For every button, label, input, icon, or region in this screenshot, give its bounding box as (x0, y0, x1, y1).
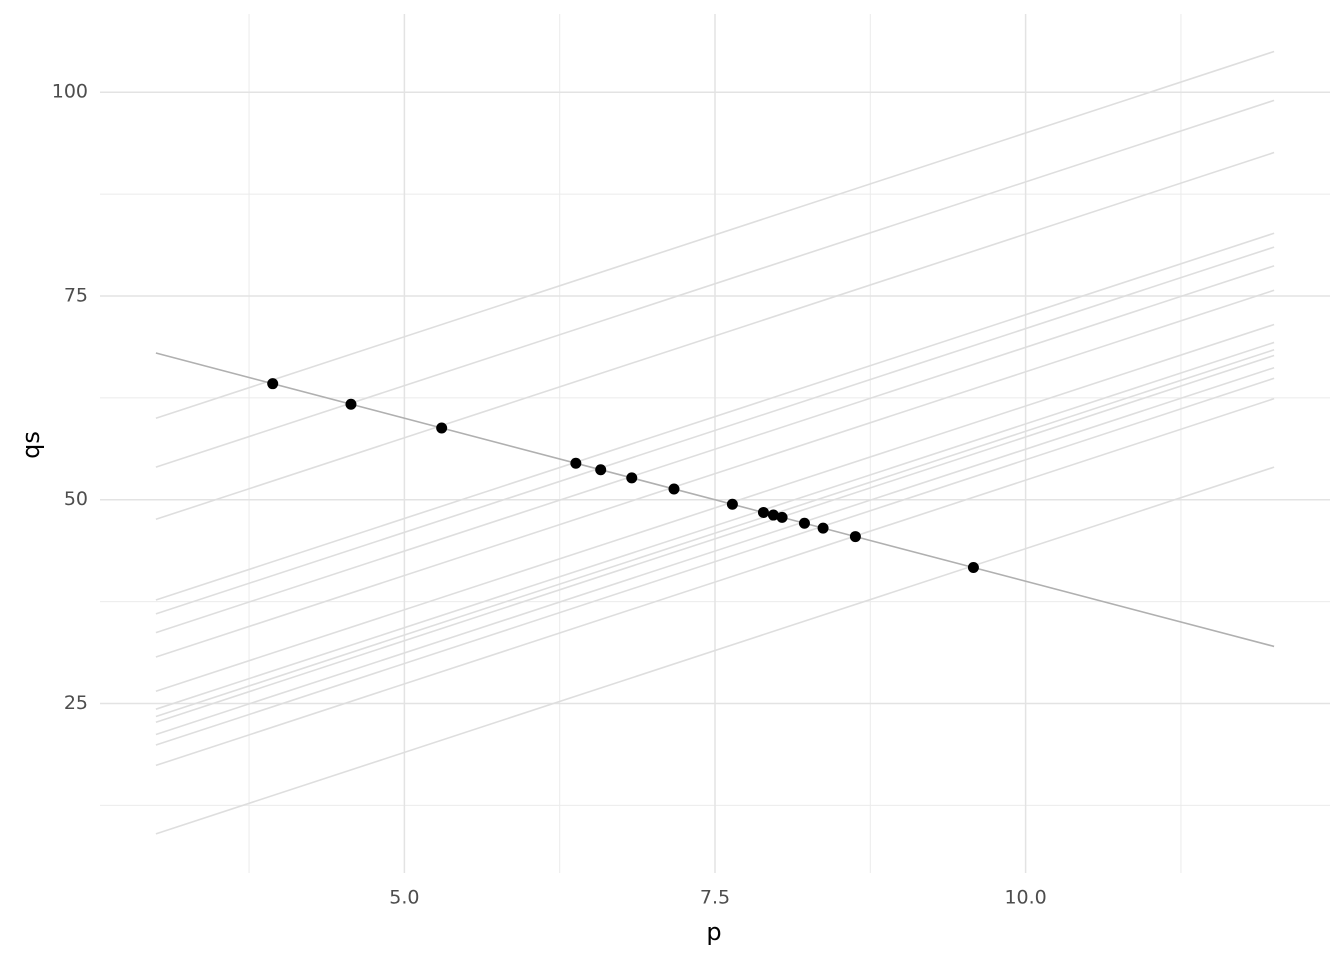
y-tick-label: 75 (64, 284, 88, 306)
point (757, 506, 769, 518)
supply-line (155, 366, 1275, 736)
y-tick-label: 25 (64, 692, 88, 714)
point (267, 378, 279, 390)
point (849, 531, 861, 543)
supply-line (155, 232, 1275, 601)
y-tick-label: 50 (64, 488, 88, 510)
x-tick-label: 7.5 (700, 887, 730, 909)
x-axis-title: p (706, 918, 721, 946)
point (570, 457, 582, 469)
supply-line (155, 151, 1275, 521)
point (436, 422, 448, 434)
point (776, 511, 788, 523)
y-tick-label: 100 (52, 81, 88, 103)
supply-line (155, 466, 1275, 835)
point (726, 498, 738, 510)
supply-line (155, 99, 1275, 468)
x-tick-label: 10.0 (1004, 887, 1046, 909)
supply-line (155, 354, 1275, 723)
x-tick-label: 5.0 (389, 887, 419, 909)
supply-line (155, 246, 1275, 615)
supply-line (155, 349, 1275, 718)
demand-line (155, 352, 1275, 648)
point (345, 398, 357, 410)
point (595, 464, 607, 476)
supply-line (155, 377, 1275, 746)
point (767, 509, 779, 521)
point (967, 562, 979, 574)
supply-line (155, 323, 1275, 693)
y-axis-title: qs (17, 431, 45, 459)
point (626, 472, 638, 484)
supply-line (155, 341, 1275, 710)
point (817, 522, 829, 534)
supply-line (155, 265, 1275, 634)
supply-line (155, 289, 1275, 658)
supply-line (155, 50, 1275, 419)
point (798, 517, 810, 529)
supply-line (155, 397, 1275, 767)
point (668, 483, 680, 495)
